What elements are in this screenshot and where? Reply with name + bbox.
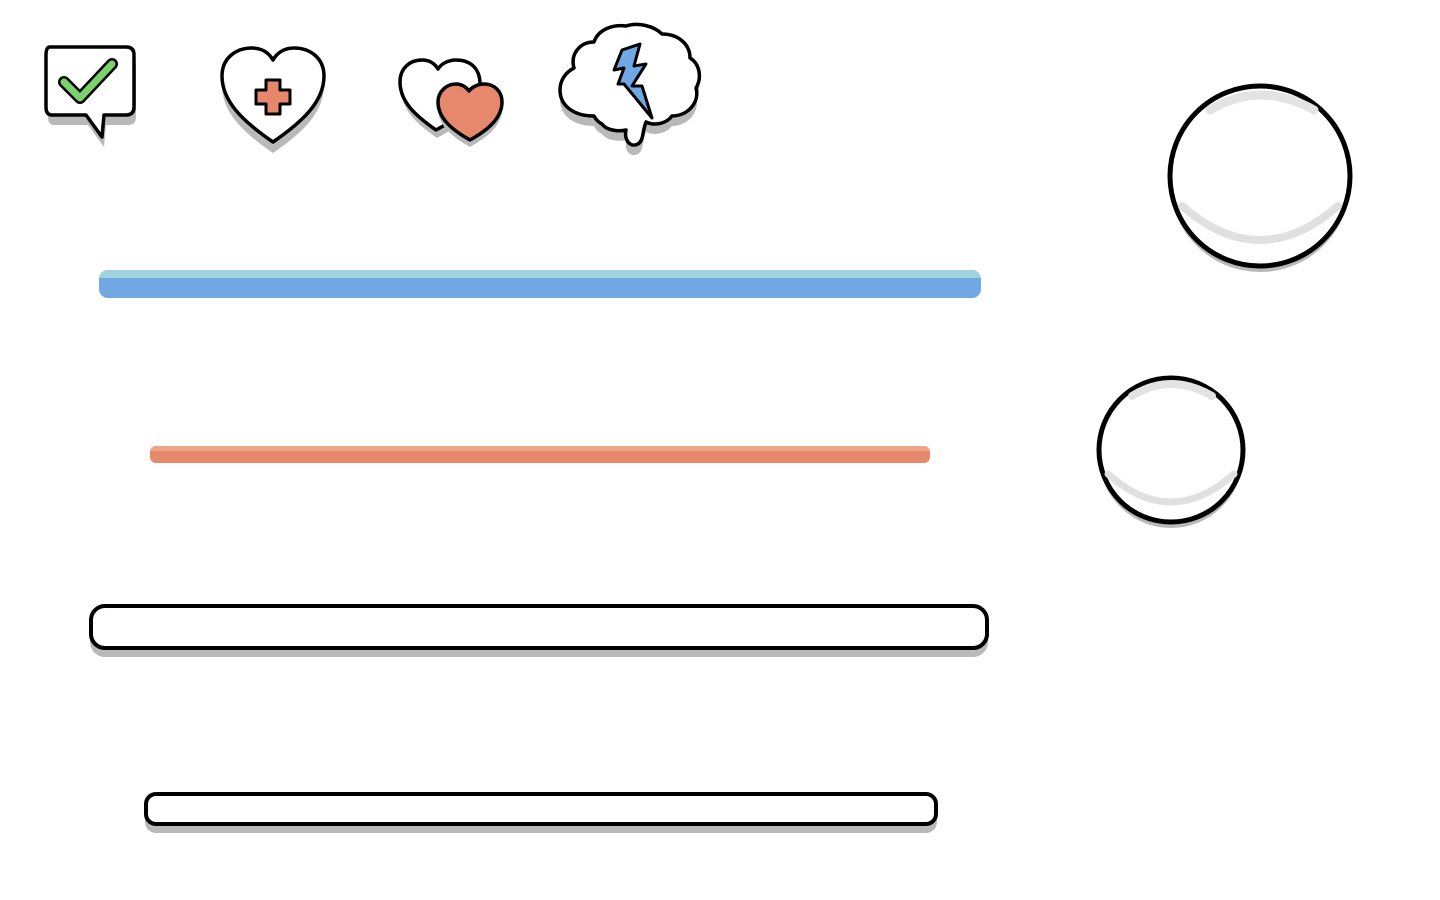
round-button-large[interactable] — [1164, 83, 1356, 282]
brain-lightning-icon — [554, 22, 704, 156]
red-progress-bar — [150, 446, 930, 463]
empty-bar-frame-small — [144, 792, 938, 826]
red-bar-highlight — [150, 446, 930, 451]
empty-bar-frame-large — [89, 604, 989, 650]
heart-plus-icon — [214, 42, 332, 153]
chat-check-icon — [40, 40, 140, 148]
round-button-small[interactable] — [1094, 374, 1248, 534]
two-hearts-icon — [394, 56, 508, 148]
blue-progress-bar — [99, 270, 981, 298]
blue-bar-highlight — [99, 270, 981, 278]
